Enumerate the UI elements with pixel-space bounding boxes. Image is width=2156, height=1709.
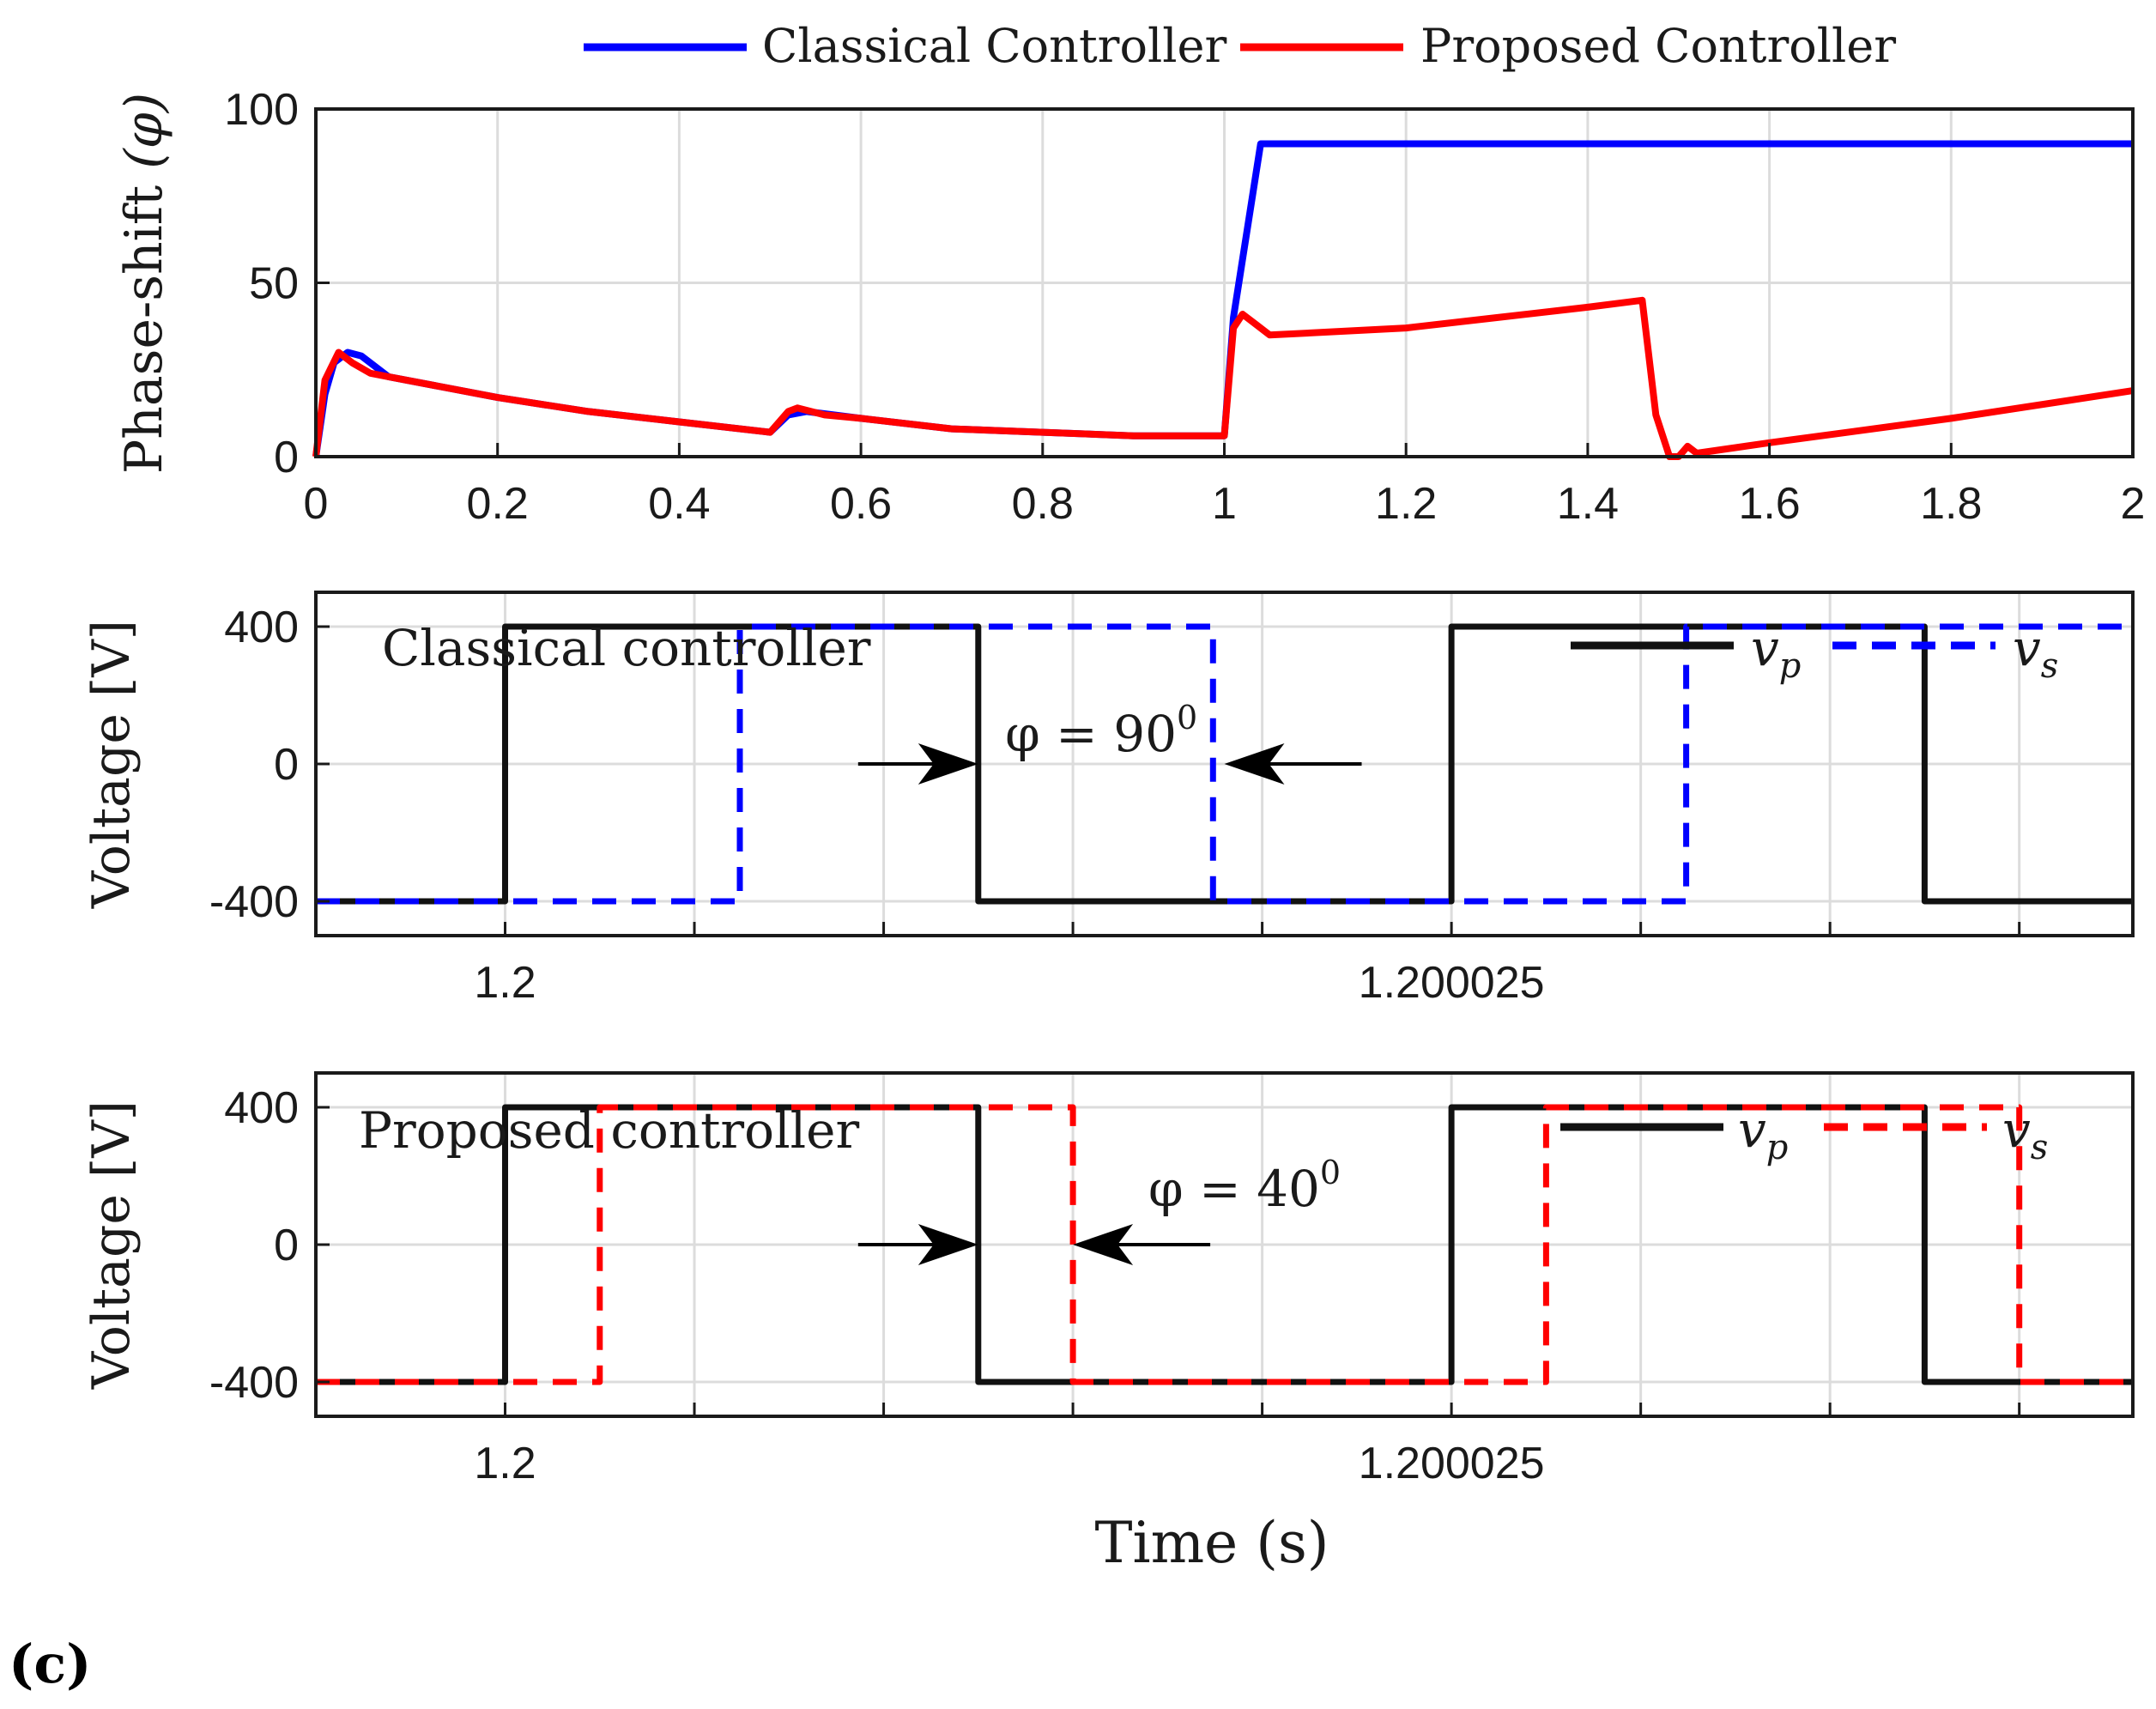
- classical-xtick-label: 1.2: [474, 958, 536, 1008]
- proposed-xtick-label: 1.200025: [1359, 1439, 1545, 1488]
- proposed-phase-annotation: φ = 400: [857, 1154, 1341, 1265]
- proposed-legend: vp vs: [1560, 1100, 2048, 1167]
- proposed-arrow-right-head: [1073, 1224, 1134, 1265]
- classical-phase-annotation: φ = 900: [857, 699, 1362, 785]
- proposed-y-axis-label: Voltage [V]: [82, 1100, 142, 1390]
- proposed-ytick-label: 0: [274, 1221, 299, 1270]
- phase-xtick-label: 1.4: [1557, 479, 1619, 529]
- phase-xtick-label: 0.2: [467, 479, 529, 529]
- phase-ytick-label: 0: [274, 433, 299, 482]
- phase-ylabel-main: Phase-shift: [114, 185, 174, 474]
- proposed-legend-sub-vp: p: [1766, 1128, 1789, 1167]
- proposed-legend-sub-vs: s: [2031, 1128, 2049, 1167]
- phase-xtick-label: 1: [1212, 479, 1237, 529]
- classical-ytick-label: 400: [224, 603, 299, 652]
- phase-xtick-label: 0.6: [830, 479, 892, 529]
- classical-legend-label-vs: vs: [2013, 619, 2058, 686]
- classical-legend-sub-vp: p: [1779, 646, 1802, 686]
- proposed-ytick-label: -400: [209, 1358, 299, 1408]
- proposed-ytick-label: 400: [224, 1083, 299, 1133]
- classical-legend: vp vs: [1571, 619, 2058, 686]
- classical-ytick-label: -400: [209, 877, 299, 927]
- classical-y-axis-label: Voltage [V]: [82, 620, 142, 909]
- phase-xtick-label: 0.8: [1012, 479, 1074, 529]
- phase-y-axis-label: Phase-shift (φ): [114, 93, 174, 474]
- legend-label-proposed: Proposed Controller: [1420, 19, 1896, 73]
- phase-xtick-label: 0: [304, 479, 329, 529]
- classical-ytick-label: 0: [274, 740, 299, 790]
- phase-ytick-label: 100: [224, 85, 299, 135]
- phase-ylabel-symbol: (φ): [114, 93, 174, 169]
- top-legend: Classical Controller Proposed Controller: [584, 19, 1896, 73]
- proposed-legend-label-vp: vp: [1738, 1100, 1788, 1167]
- x-axis-label-time: Time (s): [1094, 1510, 1329, 1576]
- classical-legend-sub-vs: s: [2041, 646, 2059, 686]
- proposed-series-v-s: [316, 1104, 2133, 1385]
- classical-series-v-p: [316, 623, 2133, 905]
- phase-shift-chart: 0 50 100 0 0.2 0.4 0.6 0.8 1 1.2 1.4 1.6 1.8 2 Phase-…: [114, 85, 2145, 529]
- classical-series: [316, 623, 2133, 905]
- phase-series-classical-controller: [312, 140, 2133, 458]
- classical-ticks: -400 0 400 1.2 1.200025: [209, 603, 2021, 1008]
- proposed-ticks: -400 0 400 1.2 1.200025: [209, 1083, 2021, 1488]
- proposed-legend-label-vs: vs: [2002, 1100, 2048, 1167]
- figure-panel-label: (c): [9, 1633, 91, 1695]
- phase-xtick-label: 2: [2121, 479, 2146, 529]
- phase-xtick-label: 0.4: [648, 479, 710, 529]
- proposed-arrow-left-head: [918, 1224, 978, 1265]
- classical-voltage-chart: -400 0 400 1.2 1.200025 Voltage [V] Classica…: [82, 591, 2135, 1008]
- phase-xtick-label: 1.6: [1738, 479, 1800, 529]
- classical-xtick-label: 1.200025: [1359, 958, 1545, 1008]
- classical-arrow-left-head: [918, 743, 978, 785]
- classical-series-v-s: [316, 623, 2133, 905]
- phase-ytick-label: 50: [249, 259, 299, 309]
- proposed-xtick-label: 1.2: [474, 1439, 536, 1488]
- phase-ticks: 0 50 100 0 0.2 0.4 0.6 0.8 1 1.2 1.4 1.6 1.8 2: [224, 85, 2145, 529]
- legend-label-classical: Classical Controller: [762, 19, 1226, 73]
- classical-arrow-right-head: [1224, 743, 1285, 785]
- phase-xtick-label: 1.8: [1920, 479, 1982, 529]
- classical-phase-label: φ = 900: [1005, 699, 1197, 763]
- proposed-voltage-chart: -400 0 400 1.2 1.200025 Voltage [V] Proposed…: [82, 1071, 2135, 1576]
- phase-xtick-label: 1.2: [1375, 479, 1437, 529]
- proposed-series: [316, 1104, 2133, 1385]
- classical-panel-title: Classical controller: [382, 619, 871, 677]
- proposed-panel-title: Proposed controller: [359, 1101, 860, 1160]
- proposed-series-v-p: [316, 1104, 2133, 1385]
- proposed-phase-label: φ = 400: [1148, 1154, 1341, 1218]
